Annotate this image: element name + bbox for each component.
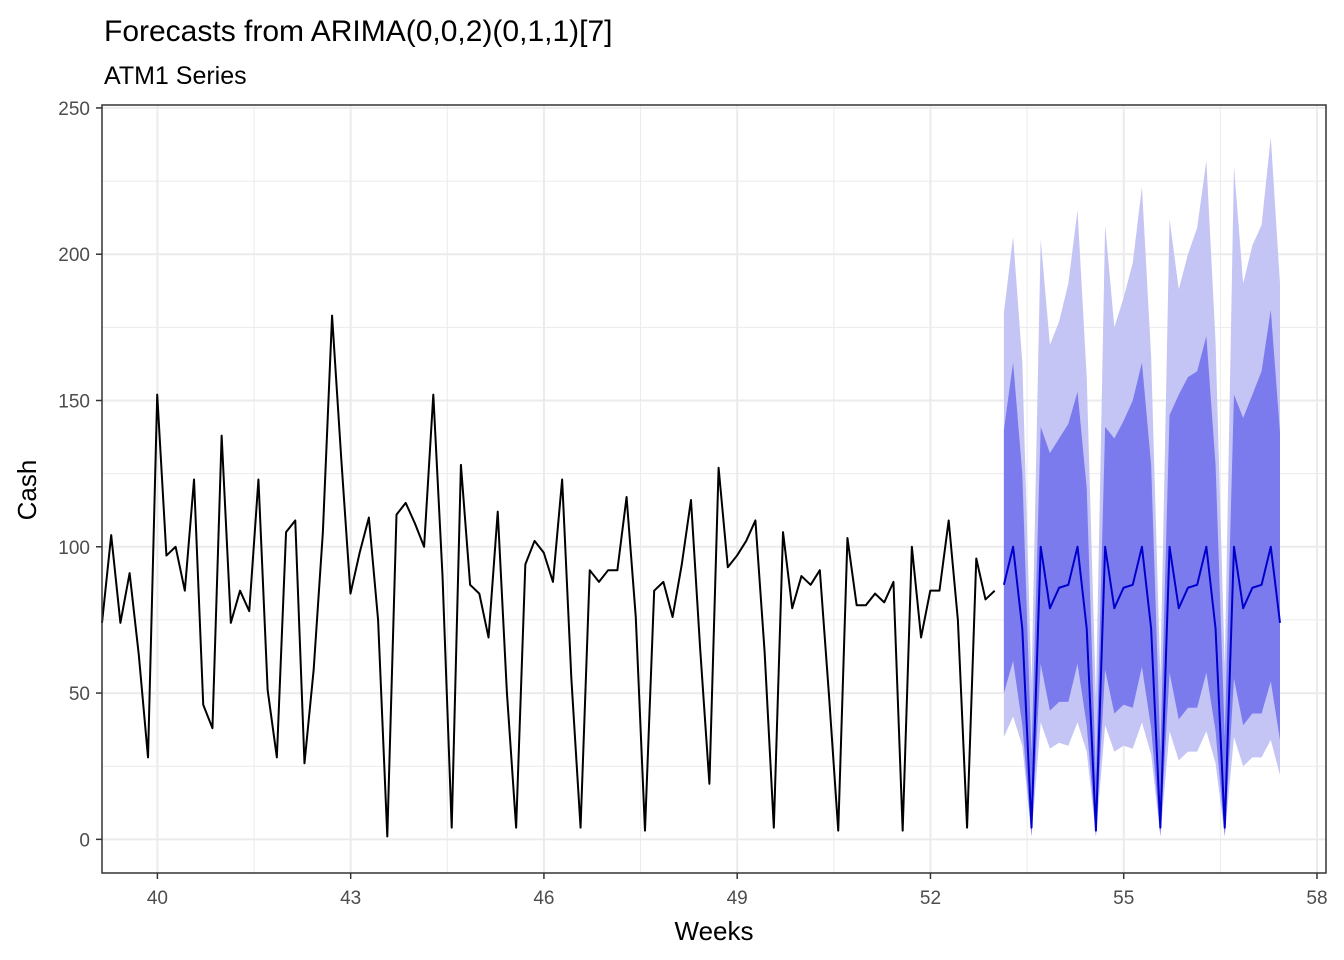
series-lines <box>101 314 1281 838</box>
x-axis-title: Weeks <box>675 916 754 946</box>
y-tick-label: 100 <box>58 538 90 559</box>
y-tick-label: 150 <box>58 391 90 412</box>
pi80-band <box>1003 309 1280 837</box>
axes: 40 43 46 49 52 55 58 0 50 100 150 200 250 <box>58 99 1327 909</box>
x-tick-label: 46 <box>533 888 554 909</box>
panel-border <box>101 104 1327 874</box>
chart-subtitle: ATM1 Series <box>104 62 247 90</box>
forecast-mean-line <box>1002 545 1281 832</box>
x-tick-label: 49 <box>727 888 748 909</box>
prediction-intervals <box>1003 137 1280 837</box>
y-tick-label: 200 <box>58 245 90 266</box>
x-tick-label: 43 <box>340 888 361 909</box>
x-tick-label: 52 <box>920 888 941 909</box>
observed-series-line <box>101 314 996 838</box>
y-axis-title: Cash <box>12 460 42 521</box>
chart-title: Forecasts from ARIMA(0,0,2)(0,1,1)[7] <box>104 15 613 48</box>
x-tick-label: 58 <box>1306 888 1327 909</box>
y-tick-label: 0 <box>79 830 90 851</box>
x-tick-label: 55 <box>1113 888 1134 909</box>
y-tick-label: 50 <box>69 684 90 705</box>
x-tick-label: 40 <box>147 888 168 909</box>
y-tick-label: 250 <box>58 99 90 120</box>
